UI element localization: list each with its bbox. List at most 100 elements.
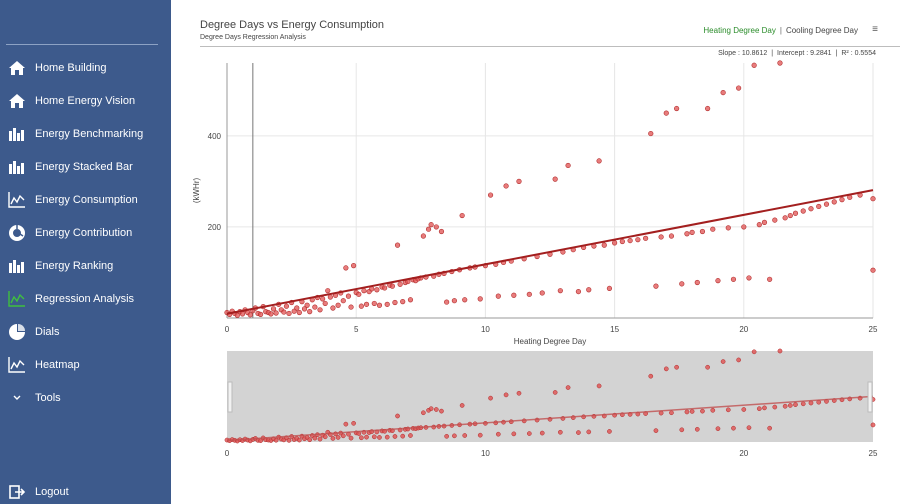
data-point bbox=[787, 212, 793, 219]
sidebar-item-energy-benchmarking[interactable]: Energy Benchmarking bbox=[0, 121, 171, 147]
navigator-point bbox=[343, 421, 349, 427]
sidebar-item-regression-analysis[interactable]: Regression Analysis bbox=[0, 286, 171, 312]
data-point bbox=[397, 281, 403, 287]
pie-chart-icon bbox=[8, 323, 26, 341]
bar-chart-icon bbox=[8, 158, 26, 176]
navigator-point bbox=[488, 395, 493, 401]
data-point bbox=[400, 299, 406, 305]
intercept-value: Intercept : 9.2841 bbox=[777, 50, 832, 57]
data-point bbox=[808, 206, 814, 212]
data-point bbox=[751, 62, 757, 68]
navigator-point bbox=[674, 364, 679, 370]
navigator-point bbox=[503, 392, 509, 398]
navigator-point bbox=[762, 405, 767, 411]
data-point bbox=[459, 212, 465, 219]
navigator-point bbox=[330, 436, 336, 441]
data-point bbox=[356, 291, 362, 297]
navigator-tick-label: 20 bbox=[739, 449, 748, 458]
data-point bbox=[340, 298, 346, 304]
main-trendline bbox=[226, 189, 874, 315]
data-point bbox=[451, 298, 457, 304]
sidebar-item-energy-consumption[interactable]: Energy Consumption bbox=[0, 187, 171, 213]
navigator-background[interactable] bbox=[227, 351, 873, 442]
navigator-point bbox=[720, 359, 726, 364]
data-point bbox=[736, 85, 742, 91]
data-point bbox=[575, 288, 582, 295]
data-point bbox=[816, 203, 822, 210]
sidebar-item-tools[interactable]: Tools bbox=[0, 385, 171, 411]
data-point bbox=[495, 293, 501, 299]
navigator-point bbox=[444, 433, 449, 439]
sidebar-item-label: Energy Consumption bbox=[35, 194, 138, 206]
data-point bbox=[746, 275, 752, 281]
navigator-point bbox=[428, 406, 434, 412]
data-point bbox=[487, 192, 494, 198]
sidebar-item-label: Heatmap bbox=[35, 359, 80, 371]
data-point bbox=[761, 219, 768, 225]
navigator-point bbox=[565, 385, 571, 390]
navigator-point bbox=[653, 428, 659, 433]
navigator-point bbox=[767, 425, 772, 431]
data-point bbox=[619, 238, 625, 245]
data-point bbox=[382, 285, 388, 291]
data-point bbox=[322, 300, 328, 307]
sidebar-item-label: Energy Contribution bbox=[35, 227, 133, 239]
chart-menu-icon[interactable]: ≡ bbox=[872, 24, 878, 35]
sidebar-item-home-building[interactable]: Home Building bbox=[0, 55, 171, 81]
data-point bbox=[648, 130, 654, 137]
navigator-point bbox=[421, 410, 426, 416]
navigator-point bbox=[663, 366, 669, 372]
data-point bbox=[317, 307, 323, 313]
sidebar-item-energy-stacked-bar[interactable]: Energy Stacked Bar bbox=[0, 154, 171, 180]
navigator-tick-label: 10 bbox=[481, 449, 490, 458]
data-point bbox=[376, 302, 383, 308]
chevron-down-icon bbox=[8, 389, 26, 407]
sidebar-item-label: Dials bbox=[35, 326, 60, 338]
navigator-point bbox=[705, 364, 710, 370]
data-point bbox=[257, 311, 264, 317]
navigator-point bbox=[392, 434, 398, 439]
y-tick-label: 200 bbox=[208, 223, 222, 232]
stats-separator: | bbox=[771, 50, 774, 57]
cooling-degree-day-toggle[interactable]: Cooling Degree Day bbox=[785, 26, 858, 35]
navigator-point bbox=[756, 406, 762, 412]
main-grid bbox=[226, 63, 874, 318]
navigator-point bbox=[307, 437, 313, 443]
navigator-tick-label: 25 bbox=[869, 449, 878, 458]
navigator-point bbox=[433, 407, 439, 412]
sidebar-item-energy-ranking[interactable]: Energy Ranking bbox=[0, 253, 171, 279]
data-point bbox=[725, 225, 731, 231]
data-point bbox=[741, 224, 747, 230]
page-subtitle: Degree Days Regression Analysis bbox=[200, 34, 306, 41]
bar-chart-icon bbox=[8, 257, 26, 275]
navigator-point bbox=[312, 435, 318, 441]
logout-label: Logout bbox=[35, 486, 69, 498]
sidebar-item-home-energy-vision[interactable]: Home Energy Vision bbox=[0, 88, 171, 114]
navigator-point bbox=[322, 434, 328, 440]
data-point bbox=[772, 217, 778, 223]
data-point bbox=[420, 233, 426, 239]
line-chart-icon bbox=[8, 356, 26, 374]
heating-degree-day-toggle[interactable]: Heating Degree Day bbox=[703, 26, 776, 35]
navigator-point bbox=[317, 436, 323, 442]
navigator-left-handle[interactable] bbox=[227, 381, 233, 413]
sidebar-item-label: Energy Stacked Bar bbox=[35, 161, 133, 173]
sidebar-item-dials[interactable]: Dials bbox=[0, 319, 171, 345]
navigator-point bbox=[408, 433, 413, 438]
logout-button[interactable]: Logout bbox=[0, 479, 171, 504]
data-point bbox=[831, 199, 837, 205]
data-point bbox=[270, 306, 277, 312]
navigator-point bbox=[511, 431, 517, 437]
page-title: Degree Days vs Energy Consumption bbox=[200, 19, 385, 31]
main-panel: Degree Days vs Energy Consumption Degree… bbox=[171, 0, 900, 504]
navigator-right-handle[interactable] bbox=[867, 381, 873, 413]
r-squared-value: R² : 0.5554 bbox=[841, 50, 876, 57]
sidebar-item-energy-contribution[interactable]: Energy Contribution bbox=[0, 220, 171, 246]
data-point bbox=[247, 312, 253, 318]
navigator-point bbox=[364, 434, 369, 440]
sidebar-item-heatmap[interactable]: Heatmap bbox=[0, 352, 171, 378]
main-tick-labels: 0 5 10 15 20 25 200 400 bbox=[208, 132, 878, 334]
navigator-point bbox=[725, 407, 731, 413]
data-point bbox=[330, 305, 336, 311]
navigator-point bbox=[710, 407, 716, 413]
